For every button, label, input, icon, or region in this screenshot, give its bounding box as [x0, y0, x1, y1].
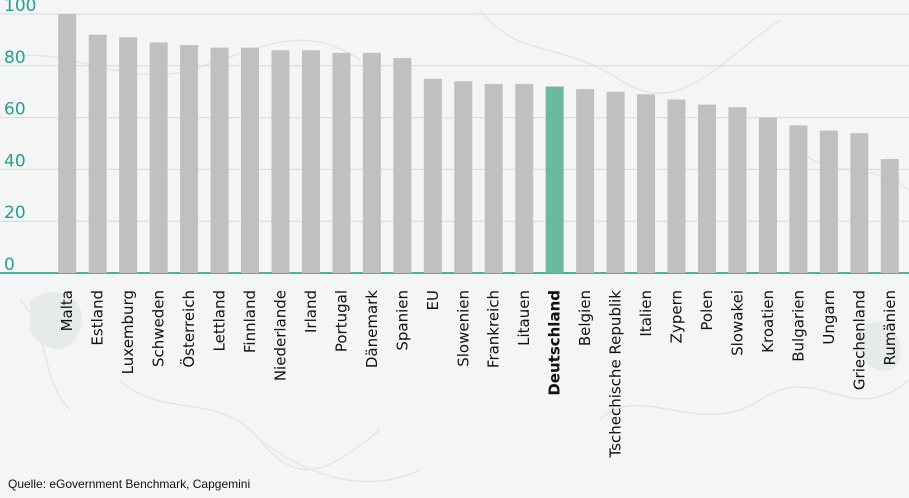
bar-slowenien	[454, 81, 473, 273]
x-tick-label: Lettland	[211, 290, 229, 351]
bar-estland	[88, 34, 107, 273]
y-tick-label: 40	[4, 151, 26, 171]
bar-litauen	[515, 83, 534, 274]
x-tick-label: Litauen	[515, 290, 533, 346]
x-tick-label: Belgien	[576, 290, 594, 346]
bar-tschechische-republik	[606, 91, 625, 273]
y-tick-label: 60	[4, 100, 26, 120]
bar--sterreich	[180, 45, 199, 273]
bar-belgien	[576, 89, 595, 273]
x-tick-label: Kroatien	[759, 290, 777, 353]
y-tick-label: 80	[4, 48, 26, 68]
y-axis-ticks: 0 20 40 60 80 100	[4, 0, 36, 275]
x-tick-label: Dänemark	[363, 290, 381, 368]
bar-ungarn	[819, 130, 838, 273]
x-tick-label: Rumänien	[881, 290, 899, 365]
y-tick-label: 100	[4, 0, 36, 16]
bar-d-nemark	[362, 52, 381, 273]
bar-eu	[423, 78, 442, 273]
bar-lettland	[210, 47, 229, 273]
x-tick-label: Griechenland	[850, 290, 868, 390]
bar-italien	[637, 94, 656, 273]
x-tick-label: Slowenien	[454, 290, 472, 367]
bar-luxemburg	[119, 37, 138, 274]
bar-malta	[58, 14, 77, 273]
bar-niederlande	[271, 50, 290, 274]
x-tick-label: Spanien	[393, 290, 411, 351]
x-tick-label: Tschechische Republik	[607, 290, 625, 459]
x-tick-label: Irland	[302, 290, 320, 333]
bar-spanien	[393, 58, 412, 273]
x-tick-label: Italien	[637, 290, 655, 337]
bar-polen	[697, 104, 716, 274]
bar-finnland	[241, 47, 260, 273]
x-tick-label: Niederlande	[271, 290, 289, 381]
x-tick-label: Polen	[698, 290, 716, 331]
bar-frankreich	[484, 83, 503, 274]
bar-deutschland	[545, 86, 564, 274]
x-tick-label: Frankreich	[485, 290, 503, 368]
bar-schweden	[149, 42, 168, 273]
x-tick-label: Finnland	[241, 290, 259, 353]
bars	[58, 14, 899, 274]
x-tick-label: Portugal	[332, 290, 350, 352]
bar-griechenland	[850, 133, 869, 273]
x-tick-label: Zypern	[668, 290, 686, 343]
x-tick-label: Schweden	[150, 290, 168, 367]
x-tick-label: Estland	[89, 290, 107, 346]
bar-bulgarien	[789, 125, 808, 274]
x-tick-label: Ungarn	[820, 290, 838, 345]
x-tick-label: EU	[424, 290, 442, 310]
y-tick-label: 20	[4, 203, 26, 223]
source-note: Quelle: eGovernment Benchmark, Capgemini	[8, 477, 251, 491]
x-tick-label: Malta	[58, 290, 76, 331]
x-tick-label: Österreich	[179, 290, 198, 368]
x-tick-label: Luxemburg	[119, 290, 137, 374]
bar-zypern	[667, 99, 686, 273]
x-tick-label: Deutschland	[546, 290, 564, 396]
x-tick-label: Slowakei	[728, 290, 746, 356]
bar-kroatien	[758, 117, 777, 273]
x-tick-label: Bulgarien	[789, 290, 807, 362]
x-axis-ticks: Malta Estland Luxemburg Schweden Österreich L…	[58, 290, 899, 459]
bar-irland	[301, 50, 320, 274]
bar-portugal	[332, 52, 351, 273]
bar-slowakei	[728, 107, 747, 274]
y-tick-label: 0	[4, 255, 15, 275]
bar-rum-nien	[880, 159, 899, 273]
